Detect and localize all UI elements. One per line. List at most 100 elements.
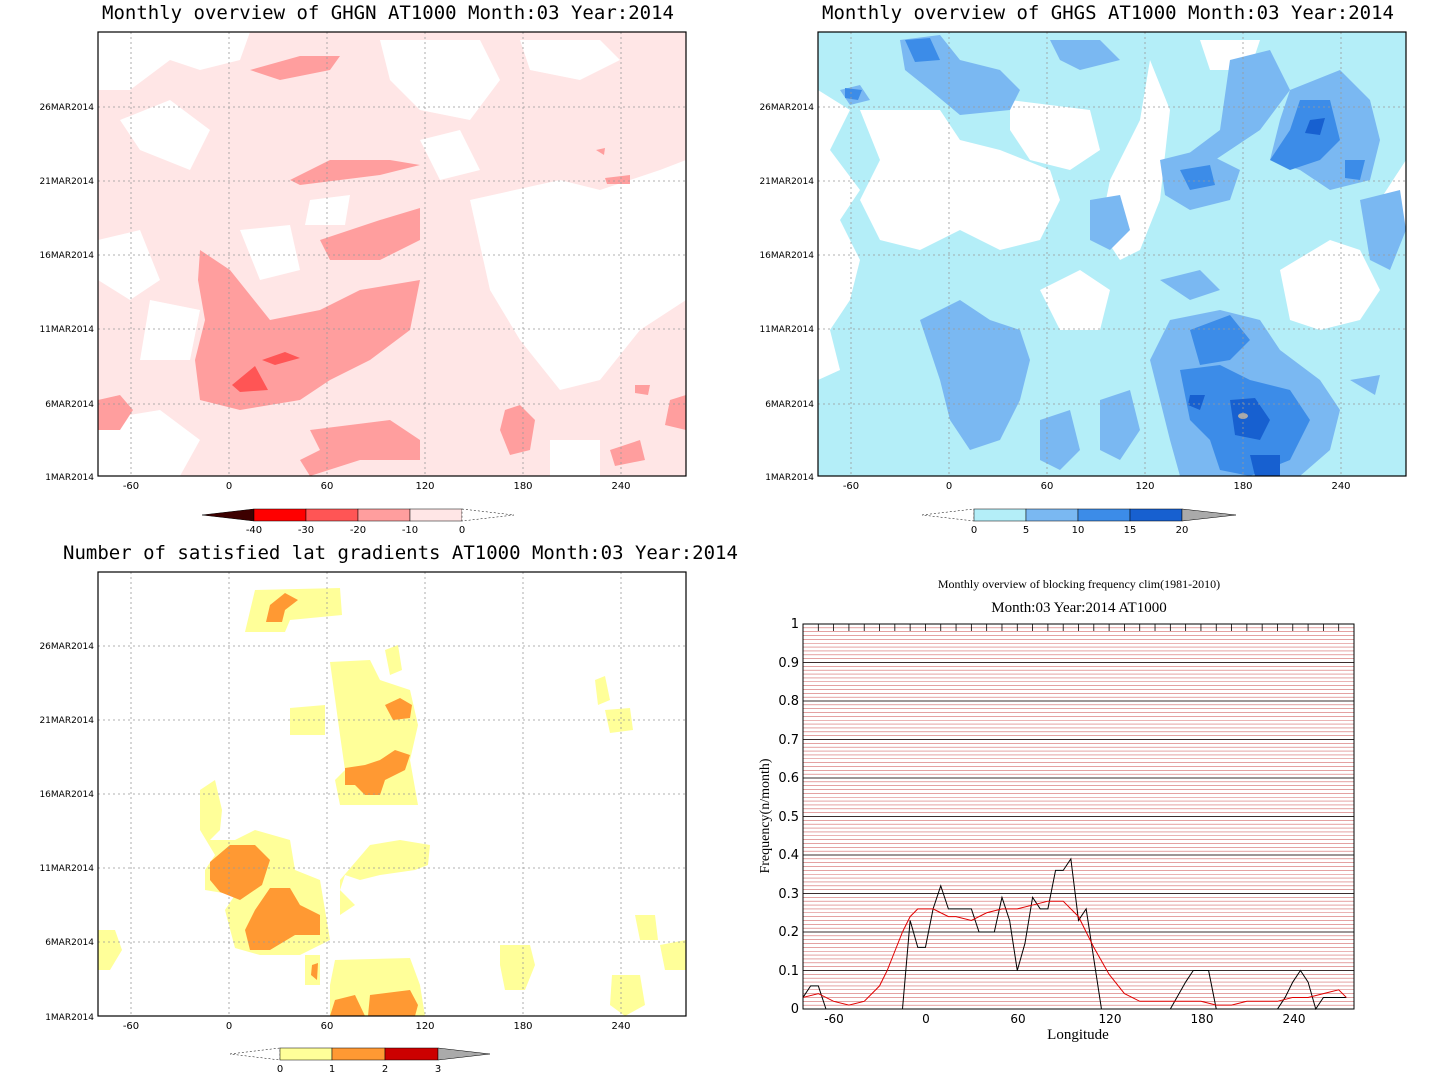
nlat-colorbar-cell bbox=[279, 1047, 333, 1061]
freq-ytick: 0.2 bbox=[778, 925, 799, 940]
nlat-colorbar-label: 3 bbox=[435, 1064, 441, 1075]
ghgn-ytick: 6MAR2014 bbox=[45, 400, 94, 410]
nlat-colorbar-label: 0 bbox=[277, 1064, 283, 1075]
nlat-plot bbox=[97, 571, 687, 1017]
ghgn-colorbar-label: -40 bbox=[246, 525, 262, 536]
ghgs-colorbar-label: 10 bbox=[1072, 525, 1085, 536]
ghgn-title: Monthly overview of GHGN AT1000 Month:03… bbox=[102, 2, 674, 24]
ghgs-xtick: 0 bbox=[946, 481, 952, 492]
ghgn-ytick: 21MAR2014 bbox=[39, 177, 94, 187]
freq-ytick: 1 bbox=[791, 617, 799, 632]
ghgn-xtick: 120 bbox=[415, 481, 434, 492]
ghgn-colorbar-label: -20 bbox=[350, 525, 366, 536]
nlat-xtick-labels: -60 0 60 120 180 240 bbox=[123, 1021, 631, 1032]
ghgs-ytick-labels: 1MAR2014 6MAR2014 11MAR2014 16MAR2014 21… bbox=[759, 103, 814, 483]
ghgn-ytick: 11MAR2014 bbox=[39, 325, 94, 335]
freq-ytick: 0.8 bbox=[778, 694, 799, 709]
freq-ytick: 0.1 bbox=[778, 964, 799, 979]
ghgn-ytick-labels: 1MAR2014 6MAR2014 11MAR2014 16MAR2014 21… bbox=[39, 103, 94, 483]
ghgs-xtick: 180 bbox=[1233, 481, 1252, 492]
ghgs-title: Monthly overview of GHGS AT1000 Month:03… bbox=[822, 2, 1394, 24]
ghgn-colorbar-label: -10 bbox=[402, 525, 418, 536]
nlat-ytick: 21MAR2014 bbox=[39, 716, 94, 726]
freq-xlabel: Longitude bbox=[1047, 1027, 1109, 1043]
ghgs-colorbar-label: 0 bbox=[971, 525, 977, 536]
freq-series-climatology bbox=[802, 900, 1347, 1006]
ghgn-white-regions bbox=[98, 32, 686, 476]
ghgs-ytick: 26MAR2014 bbox=[759, 103, 814, 113]
ghgn-xtick: 180 bbox=[513, 481, 532, 492]
freq-ytick: 0.7 bbox=[778, 733, 799, 748]
ghgn-colorbar-label: -30 bbox=[298, 525, 314, 536]
ghgn-colorbar-cell bbox=[461, 508, 515, 522]
freq-subtitle: Month:03 Year:2014 AT1000 bbox=[991, 600, 1166, 616]
ghgn-colorbar-cell bbox=[201, 508, 255, 522]
ghgs-ytick: 1MAR2014 bbox=[765, 473, 814, 483]
ghgs-grid bbox=[818, 32, 1406, 476]
nlat-title: Number of satisfied lat gradients AT1000… bbox=[63, 542, 738, 564]
nlat-ytick: 1MAR2014 bbox=[45, 1013, 94, 1023]
ghgs-colorbar-cell bbox=[1181, 508, 1237, 522]
ghgn-frame bbox=[97, 31, 687, 477]
nlat-ytick: 16MAR2014 bbox=[39, 790, 94, 800]
ghgs-colorbar-cell bbox=[973, 508, 1027, 522]
nlat-xtick: 120 bbox=[415, 1021, 434, 1032]
nlat-grid bbox=[98, 572, 686, 1016]
ghgn-colorbar: -40 -30 -20 -10 0 bbox=[201, 508, 515, 536]
ghgs-ytick: 16MAR2014 bbox=[759, 251, 814, 261]
ghgs-colorbar-cell bbox=[1129, 508, 1183, 522]
freq-xtick: 60 bbox=[1010, 1012, 1025, 1026]
nlat-chart: 1MAR2014 6MAR2014 11MAR2014 16MAR2014 21… bbox=[39, 571, 687, 1075]
freq-xtick: 0 bbox=[922, 1012, 930, 1026]
ghgn-xtick: 0 bbox=[226, 481, 232, 492]
nlat-frame bbox=[97, 571, 687, 1017]
ghgs-xtick: 240 bbox=[1331, 481, 1350, 492]
ghgs-ytick: 21MAR2014 bbox=[759, 177, 814, 187]
freq-ytick: 0 bbox=[791, 1002, 799, 1017]
freq-frame bbox=[802, 623, 1355, 1010]
ghgs-ytick: 11MAR2014 bbox=[759, 325, 814, 335]
ghgs-shade-10 bbox=[845, 38, 1365, 476]
ghgn-colorbar-label: 0 bbox=[459, 525, 465, 536]
ghgs-colorbar: 0 5 10 15 20 bbox=[921, 508, 1237, 536]
ghgs-colorbar-label: 15 bbox=[1124, 525, 1137, 536]
nlat-colorbar-label: 1 bbox=[329, 1064, 335, 1075]
nlat-colorbar-cell bbox=[229, 1047, 281, 1061]
ghgs-xtick-labels: -60 0 60 120 180 240 bbox=[843, 481, 1351, 492]
ghgs-shade-15 bbox=[1188, 118, 1325, 476]
nlat-colorbar-label: 2 bbox=[382, 1064, 388, 1075]
ghgn-xtick: -60 bbox=[123, 481, 139, 492]
nlat-colorbar-cell bbox=[331, 1047, 386, 1061]
freq-ytick: 0.9 bbox=[778, 656, 799, 671]
ghgs-xtick: 60 bbox=[1041, 481, 1054, 492]
freq-lines bbox=[802, 857, 1347, 1011]
ghgn-shade-20 bbox=[232, 352, 300, 392]
nlat-ytick: 11MAR2014 bbox=[39, 864, 94, 874]
ghgn-colorbar-cell bbox=[409, 508, 463, 522]
freq-ytick: 0.4 bbox=[778, 848, 799, 863]
ghgs-ytick: 6MAR2014 bbox=[765, 400, 814, 410]
freq-xtick: 120 bbox=[1099, 1012, 1122, 1026]
nlat-ytick: 26MAR2014 bbox=[39, 642, 94, 652]
nlat-shade-1 bbox=[210, 593, 418, 1016]
ghgs-frame bbox=[817, 31, 1407, 477]
ghgs-colorbar-cell bbox=[921, 508, 975, 522]
ghgn-grid bbox=[98, 32, 686, 476]
nlat-xtick: 180 bbox=[513, 1021, 532, 1032]
ghgn-colorbar-cell bbox=[357, 508, 411, 522]
ghgs-chart: 1MAR2014 6MAR2014 11MAR2014 16MAR2014 21… bbox=[759, 31, 1407, 536]
ghgs-xtick: 120 bbox=[1135, 481, 1154, 492]
ghgs-colorbar-label: 20 bbox=[1176, 525, 1189, 536]
ghgs-colorbar-cell bbox=[1077, 508, 1131, 522]
nlat-xtick: -60 bbox=[123, 1021, 139, 1032]
ghgn-colorbar-cell bbox=[305, 508, 359, 522]
freq-ylabel: Frequency(n/month) bbox=[758, 758, 773, 873]
ghgs-colorbar-label: 5 bbox=[1023, 525, 1029, 536]
nlat-colorbar-cell bbox=[437, 1047, 491, 1061]
freq-xtick: 240 bbox=[1283, 1012, 1306, 1026]
freq-ytick: 0.5 bbox=[778, 810, 799, 825]
freq-title: Monthly overview of blocking frequency c… bbox=[938, 577, 1220, 591]
ghgs-colorbar-cell bbox=[1025, 508, 1079, 522]
ghgn-colorbar-cell bbox=[253, 508, 307, 522]
ghgn-ytick: 1MAR2014 bbox=[45, 473, 94, 483]
